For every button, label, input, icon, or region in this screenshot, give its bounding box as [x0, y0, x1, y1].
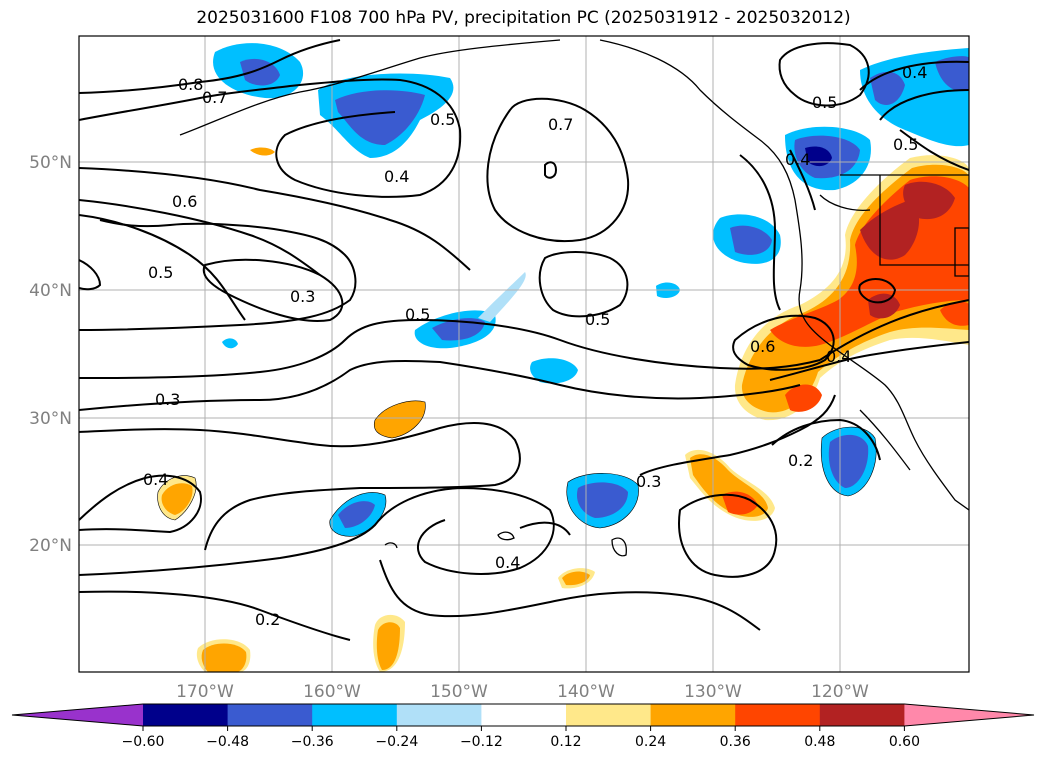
contour-label: 0.7 [202, 88, 227, 107]
colorbar-segment [312, 704, 398, 726]
contour-label: 0.4 [902, 63, 927, 82]
colorbar-tick-label: 0.60 [889, 734, 920, 750]
colorbar-tick-label: −0.60 [122, 734, 165, 750]
contour-label: 0.3 [290, 287, 315, 306]
graticule [79, 36, 969, 672]
shading-outlines [157, 400, 877, 537]
contour-label: 0.8 [178, 75, 203, 94]
map-frame [78, 35, 970, 673]
colorbar-segment [143, 704, 229, 726]
map-area: 0.8 0.7 0.5 0.4 0.7 0.6 0.5 0.3 0.5 0.5 … [79, 36, 969, 672]
colorbar-segment [481, 704, 567, 726]
colorbar-segment [735, 704, 821, 726]
colorbar-tick-label: 0.24 [635, 734, 666, 750]
longitude-labels: 170°W 160°W 150°W 140°W 130°W 120°W [176, 682, 869, 702]
precip-positive-shading [157, 147, 969, 672]
precip-negative-shading [213, 43, 969, 537]
colorbar-segment [566, 704, 652, 726]
contour-label: 0.3 [636, 472, 661, 491]
lon-label-140w: 140°W [557, 682, 615, 702]
lon-label-150w: 150°W [430, 682, 488, 702]
contour-label: 0.3 [155, 390, 180, 409]
contour-label: 0.5 [148, 263, 173, 282]
colorbar-tick-label: −0.24 [375, 734, 418, 750]
lat-label-50n: 50°N [29, 153, 72, 173]
contour-label: 0.5 [430, 110, 455, 129]
lon-label-130w: 130°W [684, 682, 742, 702]
contour-label: 0.4 [384, 167, 409, 186]
lat-label-40n: 40°N [29, 281, 72, 301]
contour-label: 0.4 [785, 150, 810, 169]
pv-contours [79, 39, 969, 641]
colorbar-extend-max [904, 704, 1034, 726]
contour-label: 0.4 [143, 470, 168, 489]
colorbar-tick-label: 0.48 [804, 734, 835, 750]
colorbar-tick-label: −0.48 [206, 734, 249, 750]
colorbar-tick-label: 0.36 [720, 734, 751, 750]
map-title: 2025031600 F108 700 hPa PV, precipitatio… [196, 8, 851, 28]
contour-label: 0.6 [172, 192, 197, 211]
colorbar-segment [396, 704, 482, 726]
contour-label: 0.4 [495, 553, 520, 572]
lat-label-20n: 20°N [29, 536, 72, 556]
contour-label: 0.2 [255, 610, 280, 629]
lon-label-160w: 160°W [303, 682, 361, 702]
colorbar-tick-label: 0.12 [550, 734, 581, 750]
contour-label: 0.5 [585, 310, 610, 329]
contour-label: 0.5 [405, 305, 430, 324]
contour-label: 0.6 [750, 337, 775, 356]
colorbar-segment [227, 704, 313, 726]
contour-label: 0.7 [548, 115, 573, 134]
colorbar-extend-min [12, 704, 143, 726]
contour-label: 0.5 [893, 135, 918, 154]
contour-label: 0.5 [812, 93, 837, 112]
contour-label: 0.2 [788, 451, 813, 470]
colorbar-tick-label: −0.12 [460, 734, 503, 750]
lat-label-30n: 30°N [29, 409, 72, 429]
lon-label-120w: 120°W [811, 682, 869, 702]
coastlines [179, 39, 969, 557]
colorbar-segment [819, 704, 905, 726]
colorbar: −0.60 −0.48 −0.36 −0.24 −0.12 0.12 0.24 0.36 0.4… [11, 703, 1035, 750]
colorbar-segment [650, 704, 736, 726]
latitude-labels: 50°N 40°N 30°N 20°N [29, 153, 72, 556]
contour-label: 0.4 [826, 347, 851, 366]
colorbar-tick-label: −0.36 [291, 734, 334, 750]
contour-labels: 0.8 0.7 0.5 0.4 0.7 0.6 0.5 0.3 0.5 0.5 … [143, 63, 927, 629]
lon-label-170w: 170°W [176, 682, 234, 702]
